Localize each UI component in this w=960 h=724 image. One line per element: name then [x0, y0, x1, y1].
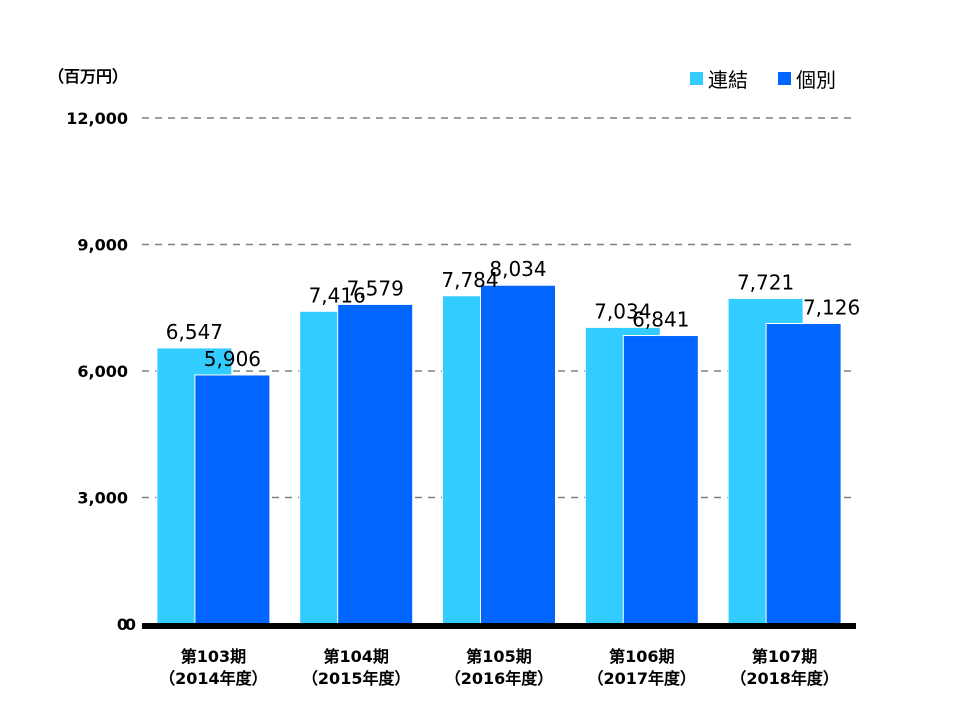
x-category-label: 第104期	[323, 647, 388, 666]
x-category-sublabel: （2015年度）	[302, 669, 411, 688]
bars	[156, 284, 842, 625]
data-label: 7,126	[803, 296, 860, 320]
x-axis-category-labels: 第103期 （2014年度） 第104期 （2015年度） 第105期 （2016年度） 第…	[159, 647, 839, 688]
y-tick-label: 9,000	[77, 236, 128, 255]
legend-swatch	[690, 72, 703, 85]
legend-label: 個別	[796, 68, 836, 92]
data-label: 5,906	[204, 347, 261, 371]
bar-standalone	[194, 374, 271, 625]
data-label: 7,784	[441, 268, 498, 292]
data-label: 7,579	[347, 276, 404, 300]
x-category-sublabel: （2014年度）	[159, 669, 268, 688]
bar-standalone	[622, 335, 699, 625]
y-tick-label: 0	[117, 615, 128, 634]
y-tick-label: 12,000	[66, 109, 128, 128]
legend-swatch	[778, 72, 791, 85]
data-label: 7,416	[309, 283, 366, 307]
x-category-sublabel: （2016年度）	[445, 669, 554, 688]
data-label: 7,034	[594, 299, 651, 323]
y-axis-unit-label: （百万円）	[48, 67, 128, 86]
bar-standalone	[480, 284, 556, 625]
y-tick-label: 6,000	[77, 362, 128, 381]
bar-standalone	[337, 303, 414, 625]
y-tick-label-zero: 0	[125, 615, 136, 634]
y-tick-label: 3,000	[77, 489, 128, 508]
x-category-label: 第107期	[752, 647, 817, 666]
x-category-label: 第105期	[466, 647, 531, 666]
x-category-sublabel: （2018年度）	[730, 669, 839, 688]
x-category-label: 第106期	[609, 647, 674, 666]
data-label: 7,721	[737, 270, 794, 294]
data-label: 8,034	[489, 257, 546, 281]
x-category-label: 第103期	[181, 647, 246, 666]
data-label: 6,547	[166, 320, 223, 344]
legend: 連結 個別	[690, 68, 836, 92]
x-category-sublabel: （2017年度）	[588, 669, 697, 688]
bar-standalone	[765, 323, 842, 625]
data-label: 6,841	[632, 308, 689, 332]
legend-label: 連結	[708, 68, 748, 92]
y-axis-ticks: 0 3,000 6,000 9,000 12,000 0	[66, 109, 136, 634]
